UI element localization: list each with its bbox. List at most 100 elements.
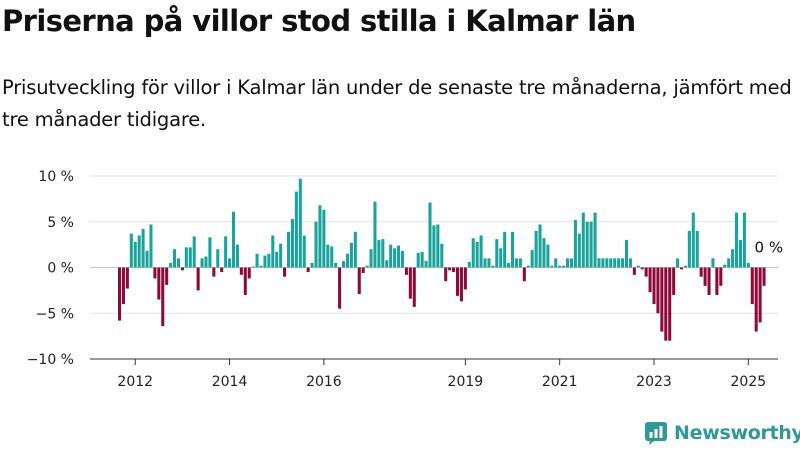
- bar: [239, 267, 243, 275]
- bar: [294, 191, 298, 268]
- bar: [683, 265, 687, 268]
- y-tick-label: 0 %: [47, 261, 74, 277]
- bar: [487, 258, 491, 268]
- bar: [279, 243, 283, 268]
- bar: [275, 251, 279, 268]
- bar: [735, 212, 739, 268]
- bar: [691, 212, 695, 268]
- bar: [448, 267, 452, 271]
- bar: [715, 267, 719, 295]
- y-axis-labels: 10 % 5 % 0 % −5 % −10 %: [27, 169, 74, 368]
- bar: [165, 267, 169, 285]
- bar: [290, 219, 294, 268]
- bar: [416, 252, 420, 268]
- bar: [365, 265, 369, 268]
- bar: [377, 240, 381, 268]
- bar: [271, 235, 275, 268]
- bar: [400, 251, 405, 268]
- bar: [424, 261, 428, 268]
- bar: [609, 258, 613, 268]
- bar: [746, 262, 750, 268]
- bar-chart-logo-icon: [645, 422, 667, 445]
- bar: [452, 267, 456, 273]
- bar: [526, 265, 530, 268]
- bar: [471, 238, 475, 268]
- x-axis: 2012 2014 2016 2019 2021 2023 2025: [90, 358, 778, 390]
- bar: [479, 235, 483, 268]
- bar: [263, 255, 267, 268]
- bar: [499, 248, 503, 268]
- bar: [731, 249, 735, 268]
- bar: [161, 267, 165, 327]
- bar: [393, 248, 397, 268]
- y-tick-label: −10 %: [27, 352, 74, 368]
- bar: [514, 258, 518, 268]
- bar: [298, 178, 302, 268]
- bar: [353, 231, 357, 268]
- bar: [687, 230, 691, 268]
- bar: [695, 230, 699, 268]
- bar: [569, 258, 573, 268]
- bar: [125, 267, 129, 289]
- x-tick-label: 2023: [636, 374, 672, 390]
- bar: [754, 267, 758, 332]
- bar: [455, 267, 460, 296]
- bar: [727, 258, 731, 268]
- bar: [723, 264, 727, 268]
- bars: [118, 178, 766, 341]
- bar: [711, 258, 715, 268]
- x-tick-label: 2016: [306, 374, 342, 390]
- bar: [491, 265, 495, 268]
- bar: [286, 231, 291, 268]
- bar: [420, 251, 424, 268]
- bar: [624, 240, 629, 268]
- bar: [719, 267, 723, 286]
- bar: [483, 258, 487, 268]
- bar: [149, 224, 153, 268]
- bar: [373, 201, 377, 268]
- bar: [404, 267, 408, 275]
- bar: [314, 221, 318, 268]
- bar: [534, 230, 538, 268]
- bar: [459, 267, 463, 302]
- bar: [750, 267, 754, 305]
- bar: [656, 267, 660, 314]
- bar: [345, 253, 349, 268]
- bar: [573, 219, 577, 268]
- bar: [640, 267, 644, 270]
- bar: [212, 267, 216, 277]
- bar: [707, 267, 711, 295]
- bar: [369, 249, 373, 268]
- bar: [632, 267, 636, 275]
- bar: [121, 267, 125, 305]
- bar: [668, 267, 672, 341]
- bar: [511, 231, 515, 268]
- x-tick-label: 2014: [212, 374, 248, 390]
- bar: [562, 265, 566, 268]
- bar: [601, 258, 605, 268]
- bar: [173, 249, 177, 268]
- bar: [538, 224, 542, 268]
- bar: [361, 267, 365, 273]
- bar-chart: 10 % 5 % 0 % −5 % −10 % 2012 2014 2016 2019 2021…: [27, 169, 783, 390]
- bar: [593, 212, 597, 268]
- x-tick-label: 2019: [448, 374, 484, 390]
- bar: [381, 239, 385, 268]
- bar: [267, 253, 271, 268]
- bar: [554, 258, 558, 268]
- bar: [428, 202, 432, 268]
- bar: [349, 242, 353, 268]
- x-tick-label: 2025: [731, 374, 767, 390]
- bar: [495, 239, 499, 268]
- bar: [558, 265, 562, 268]
- bar: [157, 267, 161, 300]
- bar: [231, 211, 236, 268]
- bar: [628, 258, 632, 268]
- bar: [432, 225, 436, 268]
- bar: [577, 233, 581, 268]
- bar: [412, 267, 416, 307]
- bar: [310, 262, 314, 268]
- bar: [672, 267, 676, 295]
- bar: [585, 221, 589, 268]
- bar: [322, 209, 326, 268]
